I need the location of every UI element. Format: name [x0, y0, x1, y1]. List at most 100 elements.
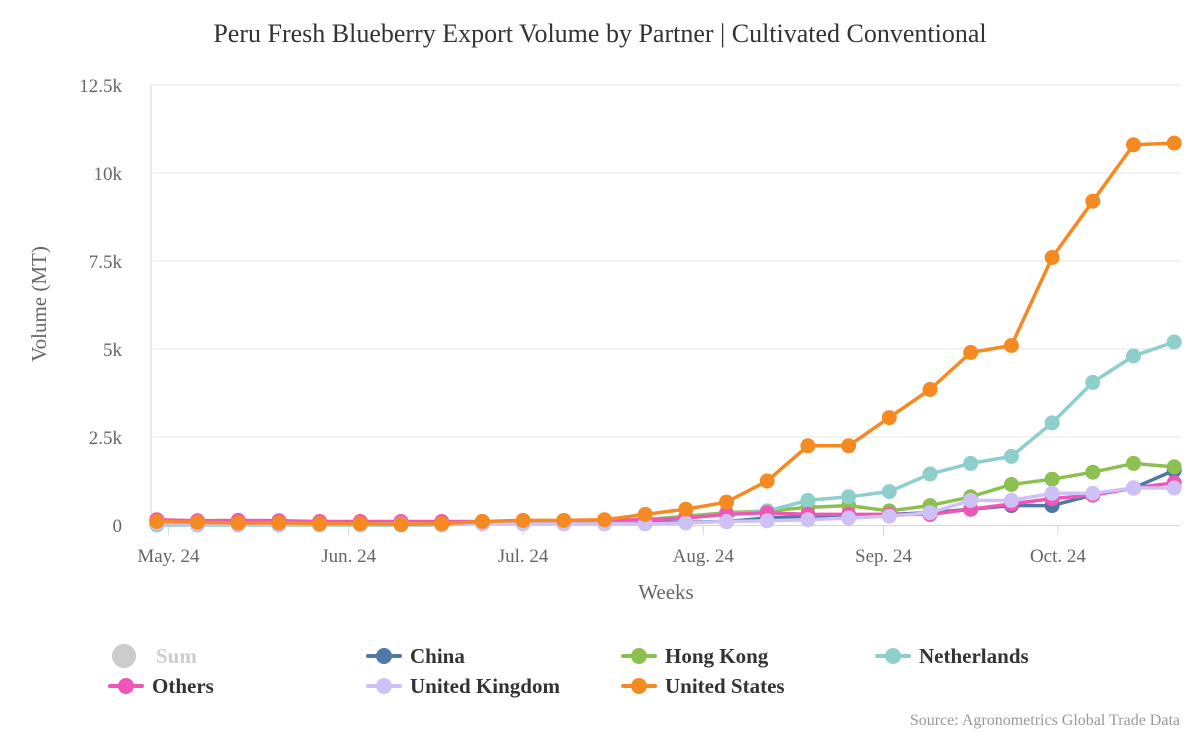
data-point-hong-kong	[1166, 459, 1182, 475]
y-tick-label: 7.5k	[89, 252, 123, 273]
data-point-netherlands	[881, 484, 897, 500]
legend-symbol-united-states	[621, 673, 657, 699]
data-point-united-states	[190, 514, 205, 530]
data-point-united-states	[963, 345, 979, 360]
data-point-united-kingdom	[963, 492, 979, 508]
legend-label-hong-kong: Hong Kong	[665, 643, 769, 668]
legend-marker-others	[118, 678, 134, 694]
data-point-netherlands	[963, 455, 979, 471]
data-point-hong-kong	[1003, 477, 1019, 492]
data-point-united-states	[1126, 137, 1141, 153]
data-point-united-kingdom	[1003, 492, 1019, 508]
x-tick-label: Oct. 24	[1030, 546, 1086, 567]
y-tick-label: 5k	[103, 340, 123, 361]
legend-item-united-kingdom[interactable]: United Kingdom	[366, 673, 560, 699]
legend-symbol-united-kingdom	[366, 673, 402, 699]
x-tick-label: Aug. 24	[673, 546, 735, 567]
legend-symbol-hong-kong	[621, 643, 657, 669]
x-axis-title: Weeks	[638, 580, 693, 604]
legend-marker-sum	[112, 644, 136, 668]
gridlines	[151, 84, 1180, 438]
axes: 0 2.5k 5k 7.5k 10k 12.5k May. 24 Jun. 24 Jul. 24…	[79, 76, 1180, 567]
legend-item-hong-kong[interactable]: Hong Kong	[621, 643, 768, 669]
legend-label-others: Others	[152, 673, 214, 698]
data-point-united-kingdom	[719, 514, 734, 529]
y-tick-label: 2.5k	[89, 428, 123, 449]
data-point-united-states	[556, 512, 572, 528]
legend-marker-united-kingdom	[376, 678, 392, 694]
data-point-united-kingdom	[800, 512, 816, 528]
y-tick-label: 0	[113, 516, 123, 537]
y-tick-label: 12.5k	[79, 76, 122, 97]
data-point-netherlands	[1166, 334, 1182, 350]
data-point-united-states	[637, 506, 653, 522]
y-axis-title: Volume (MT)	[27, 246, 51, 362]
data-point-united-states	[922, 382, 938, 397]
source-credit: Source: Agronometrics Global Trade Data	[909, 712, 1180, 729]
legend-label-sum: Sum	[156, 643, 197, 668]
data-point-united-states	[352, 516, 368, 532]
series-line-hong-kong	[155, 461, 1176, 525]
data-point-united-states	[271, 515, 287, 531]
data-point-hong-kong	[1044, 471, 1060, 487]
chart-area: Peru Fresh Blueberry Export Volume by Pa…	[27, 19, 1182, 604]
legend-symbol-netherlands	[875, 643, 911, 669]
legend-item-china[interactable]: China	[366, 643, 465, 669]
data-point-hong-kong	[1085, 464, 1101, 480]
data-point-netherlands	[841, 489, 857, 505]
data-point-hong-kong	[1126, 455, 1141, 471]
legend-item-sum[interactable]: Sum	[112, 643, 197, 669]
data-point-united-states	[1003, 338, 1019, 353]
x-tick-label: May. 24	[137, 546, 200, 567]
data-point-united-kingdom	[1166, 480, 1182, 496]
y-tick-label: 10k	[94, 164, 123, 185]
data-point-united-states	[841, 438, 857, 454]
data-point-united-states	[474, 514, 490, 529]
data-point-united-kingdom	[881, 508, 897, 524]
chart-title: Peru Fresh Blueberry Export Volume by Pa…	[213, 19, 986, 48]
legend-marker-united-states	[631, 678, 647, 694]
legend-label-united-kingdom: United Kingdom	[410, 673, 560, 698]
legend-symbol-others	[108, 673, 144, 699]
series-line-others	[155, 481, 1176, 524]
data-point-united-kingdom	[841, 510, 857, 526]
data-point-united-states	[719, 494, 734, 510]
legend-item-netherlands[interactable]: Netherlands	[875, 643, 1029, 669]
series-layer	[149, 135, 1182, 533]
data-point-united-states	[1166, 135, 1182, 151]
data-point-united-kingdom	[1126, 480, 1141, 496]
data-point-united-states	[881, 410, 897, 426]
data-point-united-states	[678, 501, 694, 517]
legend-marker-hong-kong	[631, 648, 647, 664]
legend-symbol-china	[366, 643, 402, 669]
data-point-united-kingdom	[922, 505, 938, 521]
data-point-united-states	[393, 516, 409, 532]
data-point-netherlands	[1085, 374, 1101, 390]
series-united-states	[149, 135, 1182, 532]
legend: Sum China Hong Kong Netherlands Others	[0, 640, 1200, 710]
legend-item-united-states[interactable]: United States	[621, 673, 785, 699]
legend-marker-china	[376, 648, 392, 664]
data-point-united-states	[759, 473, 775, 489]
data-point-united-states	[597, 512, 612, 528]
legend-marker-netherlands	[885, 648, 901, 664]
x-tick-label: Jul. 24	[498, 546, 549, 567]
series-line-united-states	[155, 141, 1176, 527]
legend-label-china: China	[410, 643, 465, 668]
data-point-united-states	[1085, 193, 1101, 209]
data-point-united-states	[312, 516, 328, 532]
data-point-united-states	[515, 512, 531, 528]
legend-symbol-sum	[112, 643, 148, 669]
data-point-united-states	[230, 515, 246, 531]
x-tick-label: Sep. 24	[855, 546, 913, 567]
data-point-united-kingdom	[678, 515, 694, 531]
data-point-netherlands	[1044, 415, 1060, 431]
legend-label-united-states: United States	[665, 673, 785, 698]
data-point-united-states	[800, 438, 816, 454]
legend-item-others[interactable]: Others	[108, 673, 214, 699]
data-point-united-kingdom	[759, 513, 775, 529]
data-point-united-states	[149, 514, 165, 529]
data-point-united-states	[434, 516, 450, 532]
data-point-netherlands	[800, 492, 816, 508]
legend-label-netherlands: Netherlands	[919, 643, 1029, 668]
